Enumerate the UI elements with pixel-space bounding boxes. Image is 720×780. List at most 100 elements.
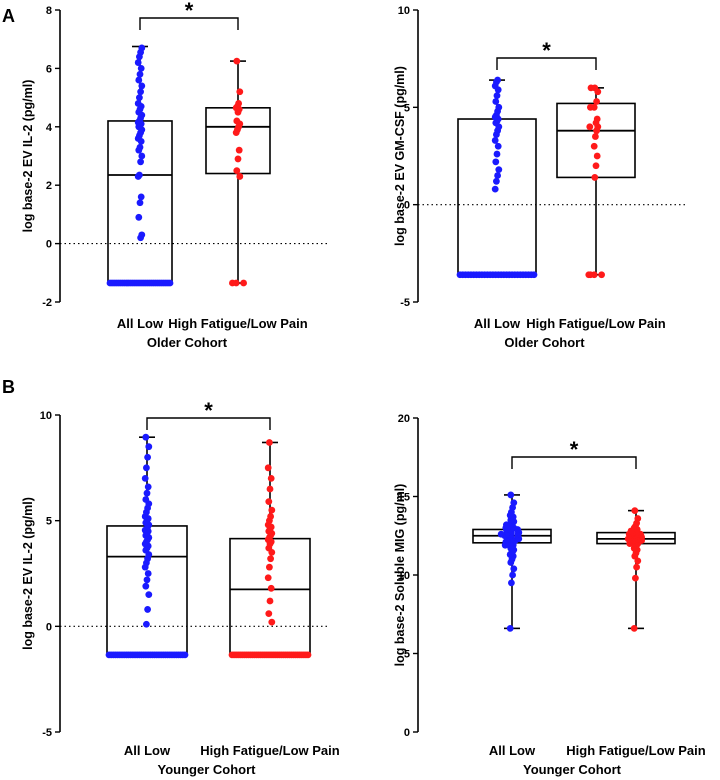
data-point bbox=[530, 271, 538, 279]
data-point bbox=[495, 103, 503, 111]
y-axis-label: log base-2 EV IL-2 (pg/ml) bbox=[21, 497, 35, 650]
data-point bbox=[494, 76, 501, 84]
data-point bbox=[495, 166, 503, 174]
data-point bbox=[265, 610, 273, 618]
data-point bbox=[493, 150, 501, 158]
y-tick-label: -2 bbox=[42, 297, 52, 309]
data-point bbox=[267, 513, 274, 520]
data-point bbox=[142, 433, 150, 441]
data-point bbox=[235, 100, 243, 107]
data-point bbox=[268, 506, 276, 514]
data-point bbox=[631, 507, 639, 515]
data-point bbox=[135, 213, 143, 221]
data-point bbox=[590, 142, 598, 150]
y-tick-label: -5 bbox=[42, 727, 52, 739]
data-point bbox=[267, 555, 274, 563]
data-point bbox=[138, 44, 146, 52]
y-tick-label: 15 bbox=[398, 492, 410, 504]
data-point bbox=[233, 117, 241, 125]
data-point bbox=[266, 485, 274, 493]
y-tick-label: 10 bbox=[398, 570, 410, 582]
data-point bbox=[593, 98, 600, 105]
x-category-label: All Low bbox=[117, 316, 164, 331]
data-point bbox=[136, 94, 143, 101]
significance-bracket bbox=[146, 417, 271, 430]
data-point bbox=[493, 177, 500, 185]
data-point bbox=[136, 70, 144, 78]
x-category-label: High Fatigue/Low Pain bbox=[168, 316, 307, 331]
data-point bbox=[233, 167, 241, 175]
data-point bbox=[585, 271, 593, 279]
data-point bbox=[143, 576, 151, 584]
x-axis-label: Older Cohort bbox=[504, 335, 585, 350]
data-point bbox=[143, 489, 151, 497]
data-point bbox=[142, 496, 150, 503]
data-point bbox=[632, 574, 639, 582]
data-point bbox=[240, 279, 248, 287]
data-point bbox=[138, 82, 146, 90]
data-point bbox=[494, 142, 502, 150]
significance-star: * bbox=[570, 437, 579, 462]
significance-star: * bbox=[204, 398, 213, 423]
data-point bbox=[136, 199, 144, 207]
data-point bbox=[143, 464, 150, 472]
data-point bbox=[592, 162, 600, 170]
y-tick-label: 0 bbox=[46, 621, 52, 633]
chart-older-gmcsf: -5 0 5 10 log base-2 EV GM-CSF (pg/ml) All Lo… bbox=[393, 5, 688, 350]
data-point bbox=[145, 591, 153, 599]
data-point bbox=[633, 563, 640, 571]
data-point bbox=[137, 88, 145, 96]
chart-younger-mig: 0 5 10 15 20 log base-2 Soluble MIG (pg/ml) Al… bbox=[393, 413, 706, 777]
data-point bbox=[233, 57, 241, 65]
x-axis-label: Younger Cohort bbox=[523, 762, 622, 777]
data-point bbox=[593, 115, 601, 123]
x-axis-label: Younger Cohort bbox=[158, 762, 257, 777]
x-category-label: All Low bbox=[124, 743, 171, 758]
x-category-label: All Low bbox=[474, 316, 521, 331]
data-point bbox=[136, 171, 143, 179]
panel-label-b: B bbox=[2, 377, 15, 397]
y-tick-label: 0 bbox=[46, 239, 52, 251]
data-point bbox=[492, 158, 500, 166]
data-point bbox=[266, 439, 273, 446]
data-point bbox=[266, 563, 273, 571]
box-iqr bbox=[205, 107, 271, 175]
data-point bbox=[598, 271, 605, 279]
data-point bbox=[587, 84, 595, 92]
data-point bbox=[267, 475, 275, 482]
data-point bbox=[136, 143, 144, 151]
data-point bbox=[144, 483, 152, 491]
data-point bbox=[634, 515, 642, 522]
data-point bbox=[587, 103, 594, 111]
data-point bbox=[236, 88, 244, 96]
data-point bbox=[138, 152, 146, 160]
data-point bbox=[503, 521, 510, 529]
x-category-label: High Fatigue/Low Pain bbox=[526, 316, 665, 331]
data-point bbox=[236, 173, 244, 180]
significance-star: * bbox=[185, 0, 194, 23]
data-point bbox=[266, 597, 274, 605]
data-point bbox=[234, 155, 242, 163]
data-point bbox=[181, 651, 189, 659]
data-point bbox=[144, 606, 152, 613]
y-tick-label: 6 bbox=[46, 63, 52, 75]
panel-label-a: A bbox=[2, 6, 15, 26]
data-point bbox=[491, 137, 499, 144]
significance-bracket bbox=[496, 57, 597, 70]
x-category-label: High Fatigue/Low Pain bbox=[200, 743, 339, 758]
y-tick-label: 5 bbox=[404, 649, 410, 661]
data-point bbox=[138, 231, 146, 239]
data-point bbox=[593, 152, 601, 160]
data-point bbox=[492, 98, 500, 105]
x-axis-label: Older Cohort bbox=[147, 335, 228, 350]
data-point bbox=[630, 624, 638, 632]
data-point bbox=[166, 279, 174, 287]
data-point bbox=[591, 174, 599, 181]
data-point bbox=[268, 618, 276, 626]
data-point bbox=[137, 193, 145, 201]
y-tick-label: 0 bbox=[404, 200, 410, 212]
data-point bbox=[144, 453, 152, 461]
data-point bbox=[510, 499, 518, 507]
y-tick-label: 0 bbox=[404, 727, 410, 739]
